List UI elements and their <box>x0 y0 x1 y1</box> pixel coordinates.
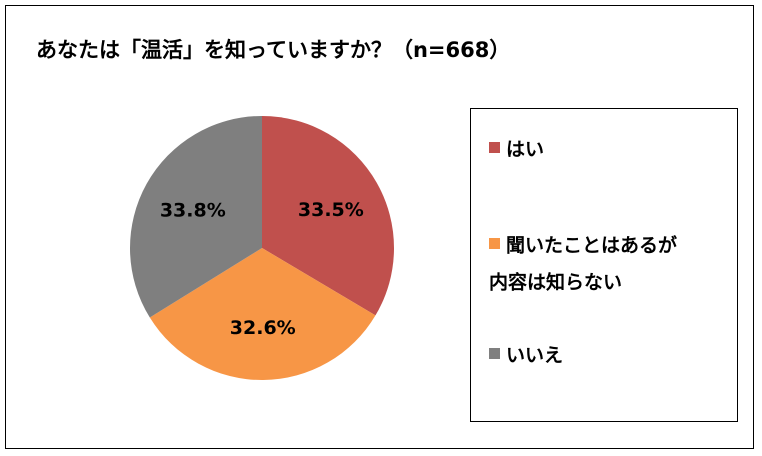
legend-label: いいえ <box>506 344 564 367</box>
pie-slice <box>262 116 394 316</box>
legend-swatch <box>489 238 500 249</box>
data-label: 33.8% <box>160 199 226 221</box>
data-label: 32.6% <box>230 317 296 339</box>
legend-item-yes: はい <box>489 131 544 168</box>
legend-item-heard: 聞いたことはあるが 内容は知らない <box>489 227 677 300</box>
legend-label: はい <box>506 138 545 161</box>
legend-item-no: いいえ <box>489 337 563 374</box>
chart-title: あなたは「温活」を知っていますか？（n=668） <box>36 38 511 62</box>
legend-label-line1: 聞いたことはあるが <box>506 234 678 257</box>
chart-frame <box>5 5 754 449</box>
pie-slice <box>149 248 376 381</box>
legend-swatch <box>489 348 500 359</box>
legend-label-line2: 内容は知らない <box>489 271 623 293</box>
pie-slice <box>129 116 262 318</box>
data-label: 33.5% <box>298 199 364 221</box>
legend: はい 聞いたことはあるが 内容は知らない いいえ <box>470 108 738 422</box>
legend-swatch <box>489 142 500 153</box>
